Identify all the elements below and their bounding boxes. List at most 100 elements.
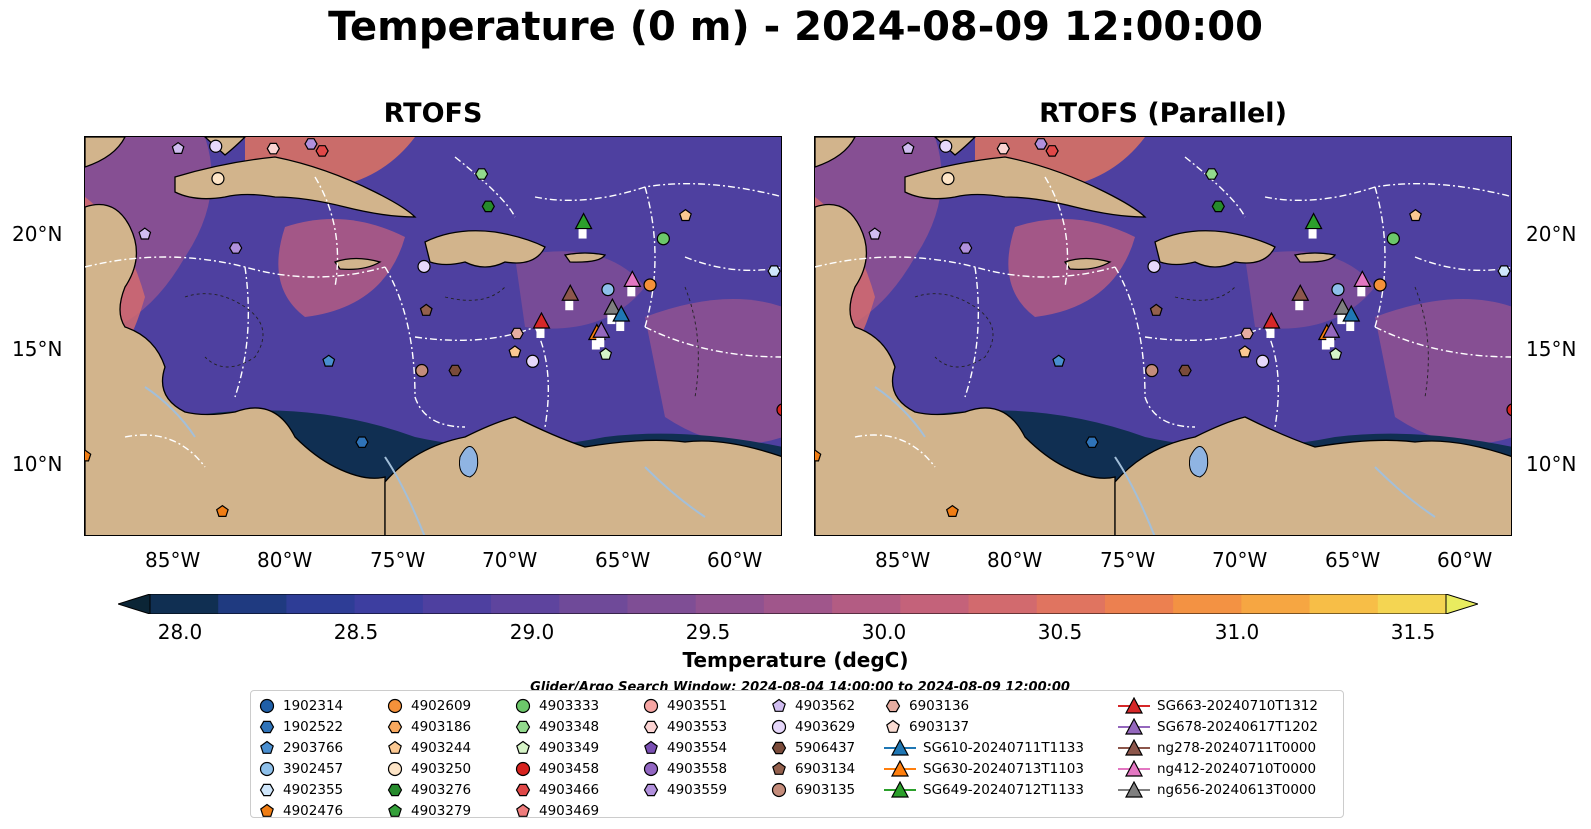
observation-4902476	[85, 449, 92, 462]
legend-symbol	[515, 761, 531, 776]
glider-track	[591, 339, 600, 350]
colorbar-segment	[1036, 594, 1106, 614]
legend-marker-icon	[388, 740, 402, 754]
legend-symbol	[772, 761, 786, 775]
glider-track	[1308, 228, 1317, 239]
observation-4903244	[508, 345, 522, 358]
observation-4902476	[215, 504, 229, 517]
legend-item: 4903276	[385, 779, 471, 800]
observation-6903135	[415, 363, 429, 378]
map-panel-rtofs[interactable]	[84, 136, 782, 536]
boundary-line	[1114, 266, 1196, 428]
legend-label: 4903551	[667, 697, 728, 714]
colorbar-tick-29.0: 29.0	[509, 620, 555, 644]
glider-SG610-20240711T1133	[612, 304, 631, 322]
legend-column: 6903136 6903137 SG610-20240711T1133 SG630-2…	[883, 695, 1084, 800]
legend-item: ng412-20240710T0000	[1117, 758, 1318, 779]
observation-4902355	[767, 265, 781, 277]
observation-4902476	[945, 504, 959, 517]
legend-item: SG649-20240712T1133	[883, 779, 1084, 800]
legend-item: 4903348	[513, 716, 599, 737]
legend-symbol	[771, 741, 787, 754]
lon-tick-right-65: 65°W	[1325, 548, 1381, 572]
observation-4903333	[656, 232, 670, 246]
legend-item: ng656-20240613T0000	[1117, 779, 1318, 800]
observation-4903553	[266, 142, 280, 155]
observation-4903244	[1238, 345, 1252, 358]
glider-ng656-20240613T0000	[603, 297, 622, 315]
glider-track	[565, 300, 574, 311]
colorbar-segment	[1377, 594, 1447, 614]
legend-triangle	[1125, 780, 1143, 798]
legend-symbol	[259, 761, 275, 776]
legend-label: 4902355	[283, 781, 344, 798]
glider-ng412-20240710T0000	[623, 270, 642, 287]
observation-4903244	[679, 208, 692, 222]
legend-label: 4903348	[539, 718, 600, 735]
colorbar-tick-28.5: 28.5	[333, 620, 379, 644]
legend-symbol	[643, 783, 659, 796]
colorbar-segment	[150, 594, 219, 614]
observation-6903136	[510, 327, 524, 340]
legend-symbol	[387, 698, 403, 713]
legend-marker-icon	[1118, 759, 1150, 777]
landmass	[815, 137, 856, 168]
legend-label: 6903134	[795, 760, 856, 777]
legend-marker-icon	[516, 740, 530, 754]
legend-marker-icon	[885, 699, 901, 712]
legend-column: 4903551 4903553 4903554 4903558 4903559	[641, 695, 727, 800]
legend-item: 6903137	[883, 716, 1084, 737]
legend-label: 4903250	[411, 760, 472, 777]
legend-label: 3902457	[283, 760, 344, 777]
panel-title-rtofs-parallel: RTOFS (Parallel)	[1039, 98, 1287, 129]
glider-track	[596, 337, 605, 348]
lake	[1189, 446, 1209, 478]
legend-symbol	[516, 803, 530, 817]
landmass	[563, 252, 607, 263]
legend-label: 4903558	[667, 760, 728, 777]
colorbar-extend-high	[1445, 593, 1480, 615]
warm-water-region	[1375, 299, 1511, 444]
landmass	[85, 137, 126, 168]
legend-label: 4903559	[667, 781, 728, 798]
legend-symbol	[388, 740, 402, 754]
legend-item: 4903559	[641, 779, 727, 800]
legend-marker-icon	[259, 783, 275, 796]
legend-symbol	[516, 740, 530, 754]
observation-4902609	[1373, 278, 1387, 292]
lat-tick-left-20: 20°N	[12, 222, 63, 246]
map-panel-rtofs-parallel[interactable]	[814, 136, 1512, 536]
observation-4903244	[1409, 208, 1422, 222]
legend-item: 4902609	[385, 695, 471, 716]
legend-marker-icon	[644, 740, 658, 754]
legend-label: SG649-20240712T1133	[923, 781, 1084, 798]
legend-item: SG678-20240617T1202	[1117, 716, 1318, 737]
observation-6903134	[1149, 303, 1163, 316]
river	[144, 386, 196, 438]
observation-4903333	[1386, 232, 1400, 246]
legend-item: 4903279	[385, 800, 471, 821]
legend-label: SG610-20240711T1133	[923, 739, 1084, 756]
legend-marker-icon	[643, 761, 659, 776]
glider-SG678-20240617T1202	[592, 320, 611, 338]
observation-4902355	[1497, 265, 1511, 277]
legend-symbol	[771, 719, 787, 734]
observation-4903458	[776, 403, 781, 417]
boundary-line	[684, 256, 781, 272]
legend-item: 4903629	[769, 716, 855, 737]
boundary-line	[1264, 326, 1280, 428]
glider-track	[1321, 339, 1330, 350]
lat-tick-left-15: 15°N	[12, 337, 63, 361]
river	[384, 456, 426, 535]
colorbar-tick-30.5: 30.5	[1037, 620, 1083, 644]
observation-4903559	[1034, 138, 1048, 150]
glider-ng278-20240711T0000	[1291, 283, 1310, 301]
boundary-line	[644, 326, 781, 358]
glider-track	[536, 327, 545, 338]
colorbar-segment	[968, 594, 1038, 614]
legend-label: 4903244	[411, 739, 472, 756]
legend-symbol	[643, 761, 659, 776]
legend-triangle	[1125, 696, 1143, 714]
legend-label: 4903629	[795, 718, 856, 735]
legend-symbol	[772, 698, 786, 712]
